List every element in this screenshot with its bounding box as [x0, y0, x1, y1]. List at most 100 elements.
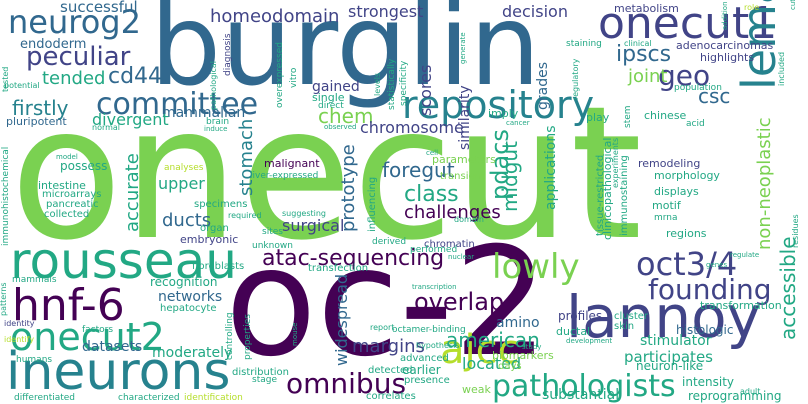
- word-chromatin: chromatin: [424, 239, 475, 250]
- word-mouse: mouse: [291, 322, 299, 347]
- word-csc: csc: [698, 84, 731, 108]
- word-joint: joint: [628, 66, 668, 87]
- word-levels: levels: [373, 72, 382, 96]
- word-onecut2: onecut2: [10, 315, 165, 359]
- word-addition: addition: [721, 1, 729, 30]
- word-tended: tended: [42, 68, 106, 89]
- word-repository: repository: [402, 83, 595, 127]
- word-sites: sites: [262, 227, 283, 237]
- word-geo: geo: [658, 59, 711, 92]
- word-oct3-4: oct3/4: [636, 245, 738, 283]
- word-liver-expressed: liver-expressed: [250, 171, 319, 181]
- word-required: required: [228, 211, 262, 220]
- word-influencing: influencing: [367, 176, 378, 232]
- word-founding: founding: [648, 273, 772, 306]
- word-upper: upper: [158, 174, 205, 193]
- word-recognition: recognition: [150, 275, 218, 289]
- word-histologic: histologic: [676, 323, 734, 337]
- word-advanced: advanced: [400, 353, 449, 364]
- word-play: play: [586, 111, 610, 124]
- word-motif: motif: [652, 199, 681, 212]
- word-collected: collected: [44, 209, 90, 220]
- word-cutoff: cutoff: [789, 0, 797, 10]
- word-ineurons: ineurons: [6, 342, 231, 402]
- word-cd44: cd44: [108, 64, 163, 89]
- word-oc-2: oc-2: [225, 216, 549, 390]
- word-identification: identification: [184, 393, 243, 403]
- word-specificity: specificity: [399, 60, 409, 106]
- word-included: included: [777, 51, 786, 86]
- word-experiments: experiments: [611, 137, 620, 188]
- word-mammalian: mammalian: [162, 105, 246, 121]
- word-amino: amino: [496, 315, 540, 331]
- word-chinese: chinese: [644, 109, 687, 122]
- word-overlap: overlap: [414, 288, 505, 316]
- word-overexpressed: overexpressed: [275, 42, 285, 108]
- word-tissue-restricted: tissue-restricted: [595, 154, 606, 236]
- word-strongest: strongest: [348, 2, 424, 21]
- word-performed: performed: [410, 245, 458, 255]
- word-immunostaining: immunostaining: [619, 155, 630, 236]
- word-induce: induce: [204, 125, 228, 133]
- word-highlights: highlights: [700, 51, 755, 64]
- word-burglin: burglin: [150, 0, 541, 111]
- word-challenges: challenges: [404, 202, 501, 223]
- word-report: report: [370, 323, 395, 332]
- word-clinical: clinical: [624, 39, 652, 48]
- word-pathological: pathological: [209, 60, 218, 110]
- word-ipscs: ipscs: [616, 42, 672, 67]
- word-pathologists: pathologists: [492, 369, 676, 404]
- word-reprogramming: reprogramming: [688, 389, 782, 403]
- word-accessible: accessible: [776, 236, 800, 340]
- word-differentiated: differentiated: [14, 393, 76, 403]
- word-properties: properties: [243, 314, 253, 360]
- word-onecut: onecut: [10, 67, 643, 281]
- word-staining: staining: [566, 39, 602, 49]
- word-similarity: similarity: [457, 85, 473, 150]
- word-class: class: [404, 182, 459, 207]
- word-immunohistochemical: immunohistochemical: [1, 146, 11, 246]
- word-adult: adult: [740, 387, 761, 396]
- word-endoderm: endoderm: [20, 37, 87, 52]
- word-transcription: transcription: [412, 283, 457, 291]
- word-cluster: cluster: [614, 311, 649, 322]
- word-transient: transient: [440, 171, 485, 182]
- word-nuclear: nuclear: [448, 253, 475, 261]
- word-transfection: transfection: [308, 263, 369, 274]
- word-moderately: moderately: [152, 345, 233, 361]
- word-pancreatic: pancreatic: [46, 199, 99, 210]
- word-datasets: datasets: [82, 339, 143, 355]
- word-neurog2: neurog2: [8, 3, 141, 41]
- word-malignant: malignant: [264, 157, 320, 170]
- word-skin: skin: [614, 321, 635, 332]
- word-divergent: divergent: [92, 110, 169, 129]
- word-diagnosis: diagnosis: [223, 33, 233, 76]
- word-identify: identify: [4, 335, 35, 344]
- word-stage: stage: [252, 375, 277, 385]
- word-days: days: [498, 361, 522, 372]
- word-midgut: midgut: [498, 141, 522, 212]
- word-ajcc: ajcc: [440, 327, 520, 373]
- word-participates: participates: [624, 348, 713, 366]
- word-remodeling: remodeling: [638, 157, 701, 170]
- word-imply: imply: [488, 107, 519, 120]
- word-detected: detected: [368, 365, 413, 376]
- word-regulatory: regulatory: [571, 58, 580, 100]
- word-applications: applications: [543, 125, 559, 210]
- word-stem: stem: [623, 105, 633, 128]
- word-model: model: [56, 153, 78, 161]
- word-humans: humans: [16, 355, 53, 365]
- word-successful: successful: [60, 0, 138, 16]
- word-brain: brain: [206, 117, 230, 127]
- word-margins: margins: [352, 336, 425, 357]
- word-population: population: [674, 83, 722, 93]
- word-committee: committee: [96, 87, 259, 122]
- word-weak: weak: [462, 383, 491, 396]
- word-presence: presence: [404, 375, 450, 386]
- word-single: single: [312, 91, 345, 104]
- word-potential: potential: [4, 81, 40, 90]
- word-regulate: regulate: [730, 251, 760, 259]
- word-pluripotent: pluripotent: [6, 115, 67, 128]
- word-substantial: substantial: [542, 387, 620, 403]
